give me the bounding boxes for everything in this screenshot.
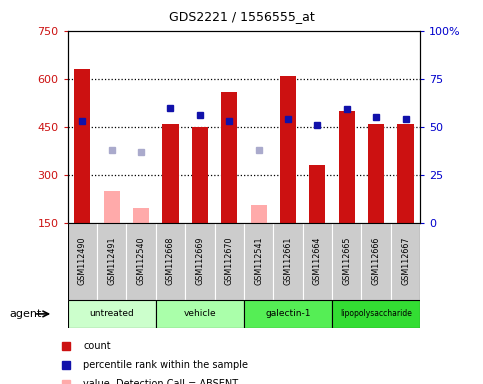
Bar: [339, 111, 355, 223]
Text: percentile rank within the sample: percentile rank within the sample: [84, 360, 248, 370]
Text: value, Detection Call = ABSENT: value, Detection Call = ABSENT: [84, 379, 239, 384]
Text: GSM112667: GSM112667: [401, 237, 410, 285]
Bar: [97, 223, 127, 300]
Text: lipopolysaccharide: lipopolysaccharide: [340, 310, 412, 318]
Text: untreated: untreated: [89, 310, 134, 318]
Text: GSM112665: GSM112665: [342, 237, 351, 285]
Bar: [391, 223, 420, 300]
Text: count: count: [84, 341, 111, 351]
Bar: [244, 223, 273, 300]
Bar: [68, 223, 97, 300]
Text: GSM112540: GSM112540: [137, 237, 145, 285]
Bar: [74, 69, 90, 223]
Bar: [273, 223, 303, 300]
Text: GSM112666: GSM112666: [371, 237, 381, 285]
Bar: [251, 205, 267, 223]
Bar: [361, 223, 391, 300]
Bar: [332, 300, 420, 328]
Bar: [162, 124, 179, 223]
Bar: [221, 91, 237, 223]
Bar: [185, 223, 214, 300]
Text: GSM112491: GSM112491: [107, 237, 116, 285]
Text: galectin-1: galectin-1: [265, 310, 311, 318]
Bar: [244, 300, 332, 328]
Text: GSM112664: GSM112664: [313, 237, 322, 285]
Text: GDS2221 / 1556555_at: GDS2221 / 1556555_at: [169, 10, 314, 23]
Text: GSM112668: GSM112668: [166, 237, 175, 285]
Bar: [303, 223, 332, 300]
Text: GSM112541: GSM112541: [254, 237, 263, 285]
Bar: [104, 191, 120, 223]
Bar: [192, 127, 208, 223]
Bar: [280, 76, 296, 223]
Bar: [156, 300, 244, 328]
Text: GSM112490: GSM112490: [78, 237, 87, 285]
Bar: [68, 300, 156, 328]
Text: GSM112670: GSM112670: [225, 237, 234, 285]
Bar: [309, 165, 326, 223]
Bar: [368, 124, 384, 223]
Bar: [133, 208, 149, 223]
Bar: [127, 223, 156, 300]
Bar: [214, 223, 244, 300]
Bar: [398, 124, 413, 223]
Text: GSM112669: GSM112669: [195, 237, 204, 285]
Text: GSM112661: GSM112661: [284, 237, 293, 285]
Bar: [332, 223, 361, 300]
Text: agent: agent: [10, 309, 42, 319]
Bar: [156, 223, 185, 300]
Text: vehicle: vehicle: [184, 310, 216, 318]
